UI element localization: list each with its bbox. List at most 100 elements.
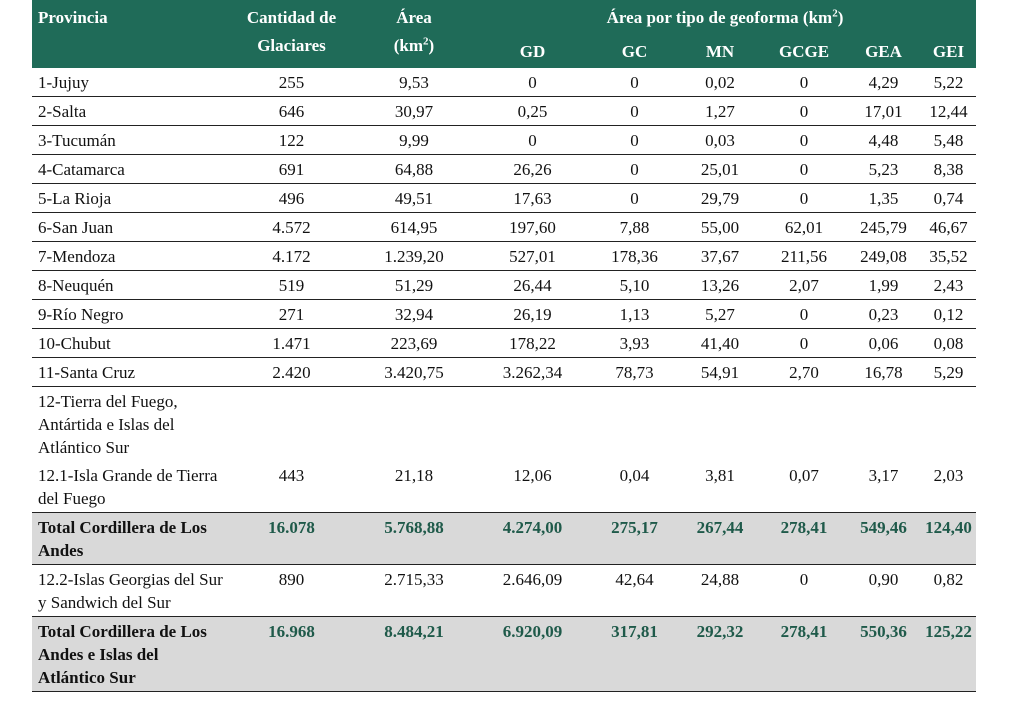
cell-gei: 0,08 [921,328,977,358]
cell-gcge: 0 [762,564,846,617]
cell-gcge: 0 [762,96,846,126]
cell-gea: 0,06 [846,328,921,358]
header-area: Área (km2) [354,0,474,68]
cell-gei: 0,12 [921,299,977,329]
cell-cantidad: 2.420 [229,357,354,387]
cell-cantidad: 1.471 [229,328,354,358]
cell-gcge: 2,70 [762,357,846,387]
cell-provincia: 7-Mendoza [32,241,229,271]
table-row: 2-Salta 646 30,97 0,25 0 1,27 0 17,01 12,44 [32,96,977,126]
cell-gd: 4.274,00 [474,512,591,565]
cell-gcge [762,387,846,462]
header-gei: GEI [921,34,977,68]
cell-cantidad: 16.078 [229,512,354,565]
cell-gc: 42,64 [591,564,678,617]
table-row: 3-Tucumán 122 9,99 0 0 0,03 0 4,48 5,48 [32,125,977,155]
cell-gea: 17,01 [846,96,921,126]
cell-area: 49,51 [354,183,474,213]
table-row: 7-Mendoza 4.172 1.239,20 527,01 178,36 37,67 2… [32,241,977,271]
table-row: 6-San Juan 4.572 614,95 197,60 7,88 55,00 62,0… [32,212,977,242]
cell-gea: 0,90 [846,564,921,617]
cell-area: 2.715,33 [354,564,474,617]
header-area-geoforma: Área por tipo de geoforma (km2) [474,0,977,34]
cell-area: 51,29 [354,270,474,300]
cell-area [354,387,474,462]
cell-gd: 178,22 [474,328,591,358]
cell-gea: 550,36 [846,616,921,692]
cell-mn: 13,26 [678,270,762,300]
cell-gea [846,387,921,462]
cell-gc: 5,10 [591,270,678,300]
cell-mn: 267,44 [678,512,762,565]
cell-area: 1.239,20 [354,241,474,271]
cell-gc: 0,04 [591,461,678,513]
cell-gcge: 2,07 [762,270,846,300]
cell-gc: 0 [591,183,678,213]
table-row: 10-Chubut 1.471 223,69 178,22 3,93 41,40 0 0,06… [32,328,977,358]
cell-gc: 0 [591,125,678,155]
cell-gei: 0,74 [921,183,977,213]
cell-gea: 245,79 [846,212,921,242]
cell-cantidad: 691 [229,154,354,184]
cell-cantidad: 646 [229,96,354,126]
cell-gd: 0,25 [474,96,591,126]
cell-cantidad: 443 [229,461,354,513]
cell-gea: 4,48 [846,125,921,155]
cell-area: 30,97 [354,96,474,126]
cell-gcge: 0 [762,299,846,329]
cell-gei: 5,48 [921,125,977,155]
cell-gc: 0 [591,154,678,184]
header-gea: GEA [846,34,921,68]
cell-mn: 54,91 [678,357,762,387]
cell-gc: 317,81 [591,616,678,692]
cell-gd: 26,19 [474,299,591,329]
table-row: 4-Catamarca 691 64,88 26,26 0 25,01 0 5,23 8,38 [32,154,977,184]
cell-area: 21,18 [354,461,474,513]
cell-cantidad: 4.572 [229,212,354,242]
cell-gei [921,387,976,462]
cell-gei: 5,29 [921,357,977,387]
cell-provincia: 4-Catamarca [32,154,229,184]
cell-cantidad: 271 [229,299,354,329]
cell-mn: 37,67 [678,241,762,271]
table-body: 1-Jujuy 255 9,53 0 0 0,02 0 4,29 5,22 2-Salta 646 3… [32,68,977,692]
cell-cantidad: 255 [229,68,354,97]
table-row: 9-Río Negro 271 32,94 26,19 1,13 5,27 0 0,23 0,1… [32,299,977,329]
cell-provincia: Total Cordillera de Los Andes e Islas de… [32,616,229,692]
cell-gcge: 0 [762,328,846,358]
cell-gei: 46,67 [921,212,977,242]
cell-gea: 16,78 [846,357,921,387]
header-gc: GC [591,34,678,68]
cell-gcge: 0 [762,154,846,184]
cell-provincia: 1-Jujuy [32,68,229,97]
cell-gei: 8,38 [921,154,977,184]
cell-gcge: 62,01 [762,212,846,242]
cell-mn: 29,79 [678,183,762,213]
cell-gc: 7,88 [591,212,678,242]
cell-gea: 3,17 [846,461,921,513]
cell-area: 9,99 [354,125,474,155]
cell-area: 3.420,75 [354,357,474,387]
cell-gei: 124,40 [921,512,977,565]
cell-gd [474,387,591,462]
cell-mn: 55,00 [678,212,762,242]
cell-gc: 178,36 [591,241,678,271]
cell-gea: 549,46 [846,512,921,565]
cell-mn: 5,27 [678,299,762,329]
cell-gc: 0 [591,68,678,97]
table-row: 11-Santa Cruz 2.420 3.420,75 3.262,34 78,73 5… [32,357,977,387]
cell-cantidad: 16.968 [229,616,354,692]
cell-mn: 41,40 [678,328,762,358]
table-row: Total Cordillera de Los Andes e Islas de… [32,616,977,692]
cell-provincia: 12.2-Islas Georgias del Sur y Sandwich d… [32,564,229,617]
table-header: Provincia Cantidad de Glaciares Área (km2)… [32,0,977,68]
cell-area: 5.768,88 [354,512,474,565]
cell-gc [591,387,678,462]
cell-mn: 0,02 [678,68,762,97]
cell-provincia: 9-Río Negro [32,299,229,329]
cell-gcge: 278,41 [762,512,846,565]
table-row: Total Cordillera de Los Andes 16.078 5.768… [32,512,977,565]
cell-gcge: 211,56 [762,241,846,271]
cell-gei: 125,22 [921,616,977,692]
cell-provincia: 10-Chubut [32,328,229,358]
